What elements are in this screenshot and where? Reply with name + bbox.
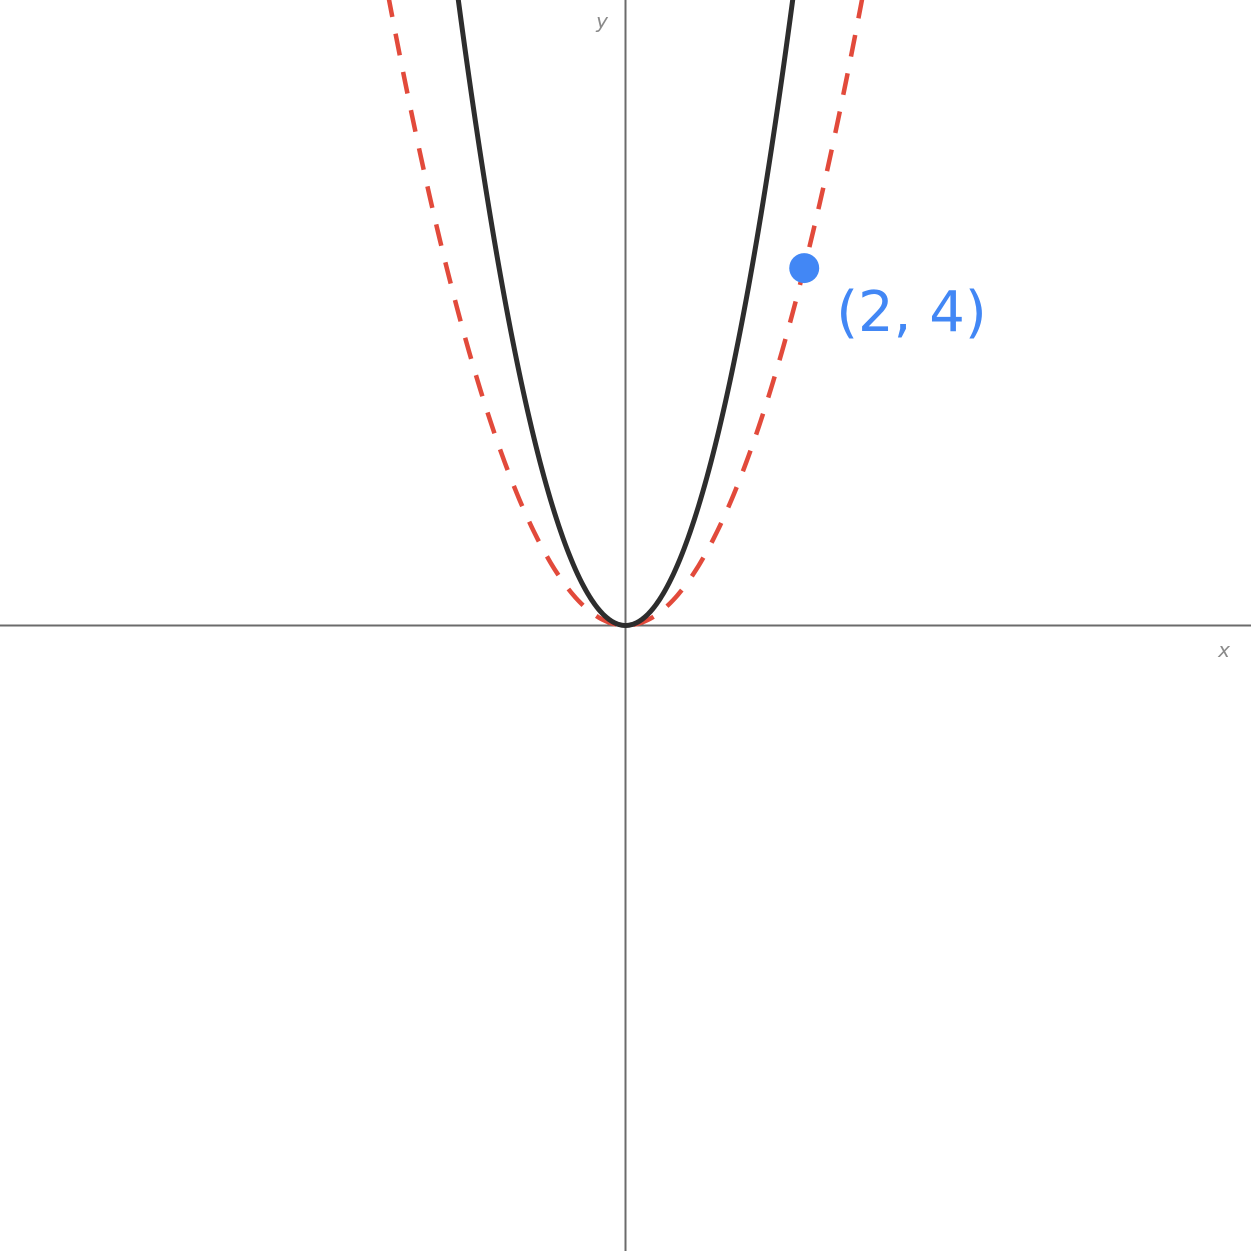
curve-2x-squared — [455, 0, 796, 628]
x-axis-label: x — [1217, 638, 1230, 662]
points-layer: (2, 8)(2, 4) — [789, 253, 987, 345]
point-1 — [789, 253, 820, 284]
point-label-1: (2, 4) — [836, 280, 987, 345]
y-axis-label: y — [595, 9, 609, 33]
